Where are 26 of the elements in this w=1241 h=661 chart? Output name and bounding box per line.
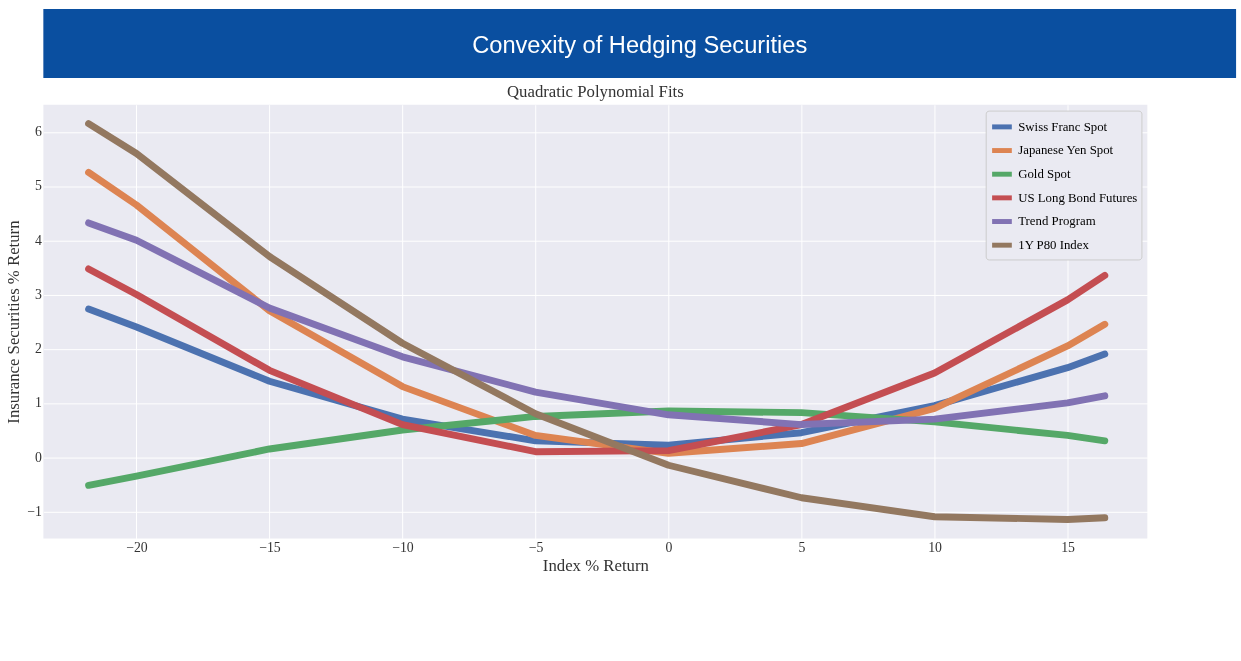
y-tick-label: 3 [35,286,42,302]
x-tick-label: −5 [528,539,544,555]
y-tick-label: 6 [35,124,42,140]
x-tick-label: 0 [665,539,673,555]
chart-title: Convexity of Hedging Securities [472,32,808,59]
x-tick-label: −10 [392,539,414,555]
legend-label: Swiss Franc Spot [1018,119,1108,134]
y-tick-label: 0 [35,449,42,465]
y-tick-label: 5 [35,178,42,194]
x-axis-title: Index % Return [542,556,650,576]
chart-subtitle: Quadratic Polynomial Fits [506,81,684,101]
legend-label: 1Y P80 Index [1018,238,1090,253]
legend-label: Gold Spot [1018,167,1071,182]
y-axis-title: Insurance Securities % Return [4,219,24,424]
y-tick-label: 2 [35,341,42,357]
x-tick-label: −15 [259,539,281,555]
y-tick-label: 1 [35,395,42,411]
legend-label: Japanese Yen Spot [1018,143,1114,158]
x-tick-label: −20 [126,539,148,555]
x-tick-label: 15 [1061,539,1076,555]
y-tick-label: −1 [27,503,42,519]
x-tick-label: 5 [798,539,806,555]
x-tick-label: 10 [928,539,943,555]
legend-label: US Long Bond Futures [1018,190,1138,205]
legend-label: Trend Program [1018,214,1096,229]
y-tick-label: 4 [35,232,42,248]
